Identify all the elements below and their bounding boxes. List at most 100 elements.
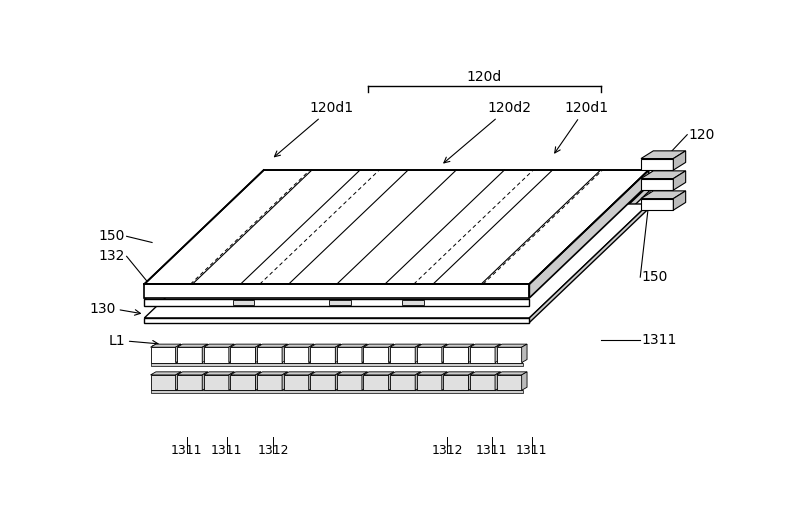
Polygon shape	[417, 372, 447, 375]
Text: 150: 150	[98, 229, 125, 243]
Polygon shape	[204, 347, 229, 363]
Polygon shape	[530, 204, 649, 322]
Polygon shape	[230, 344, 261, 347]
Polygon shape	[337, 347, 362, 363]
Polygon shape	[363, 347, 389, 363]
Polygon shape	[175, 372, 181, 390]
Polygon shape	[230, 375, 255, 390]
Polygon shape	[674, 191, 686, 210]
Polygon shape	[310, 347, 335, 363]
Polygon shape	[362, 372, 367, 390]
Polygon shape	[309, 372, 314, 390]
Polygon shape	[175, 344, 181, 363]
Polygon shape	[470, 344, 501, 347]
Polygon shape	[641, 198, 674, 210]
Polygon shape	[150, 347, 175, 363]
Text: 1311: 1311	[641, 333, 676, 347]
Polygon shape	[530, 186, 649, 305]
Polygon shape	[470, 347, 495, 363]
Polygon shape	[229, 344, 234, 363]
Text: L1: L1	[109, 334, 125, 348]
Polygon shape	[144, 170, 649, 284]
Polygon shape	[282, 372, 287, 390]
Polygon shape	[335, 344, 341, 363]
Text: 120: 120	[689, 128, 715, 142]
Polygon shape	[282, 344, 287, 363]
Text: 1311: 1311	[171, 444, 202, 456]
Polygon shape	[390, 347, 415, 363]
Polygon shape	[442, 372, 447, 390]
Polygon shape	[415, 344, 421, 363]
Polygon shape	[497, 344, 527, 347]
Polygon shape	[389, 344, 394, 363]
Polygon shape	[144, 318, 530, 322]
Polygon shape	[417, 375, 442, 390]
Polygon shape	[150, 344, 181, 347]
Polygon shape	[284, 347, 309, 363]
Polygon shape	[144, 300, 530, 305]
Polygon shape	[497, 372, 527, 375]
Polygon shape	[390, 344, 421, 347]
Polygon shape	[641, 151, 686, 159]
Polygon shape	[335, 372, 341, 390]
Polygon shape	[470, 375, 495, 390]
Text: 1312: 1312	[431, 444, 462, 456]
Polygon shape	[202, 372, 208, 390]
Polygon shape	[469, 344, 474, 363]
Polygon shape	[641, 159, 674, 170]
Polygon shape	[202, 344, 208, 363]
Text: 132: 132	[98, 250, 125, 263]
Polygon shape	[337, 344, 367, 347]
Polygon shape	[443, 375, 469, 390]
Polygon shape	[310, 372, 341, 375]
Text: 1311: 1311	[516, 444, 547, 456]
Polygon shape	[674, 151, 686, 170]
Text: 1311: 1311	[476, 444, 507, 456]
Polygon shape	[497, 375, 522, 390]
Polygon shape	[329, 300, 350, 305]
Polygon shape	[641, 191, 686, 198]
Polygon shape	[284, 372, 314, 375]
Polygon shape	[233, 300, 254, 305]
Polygon shape	[310, 344, 341, 347]
Text: 150: 150	[641, 270, 667, 284]
Polygon shape	[309, 344, 314, 363]
Polygon shape	[442, 344, 447, 363]
Polygon shape	[177, 347, 202, 363]
Polygon shape	[363, 344, 394, 347]
Polygon shape	[150, 390, 523, 393]
Text: 120d2: 120d2	[444, 101, 531, 163]
Polygon shape	[415, 372, 421, 390]
Polygon shape	[363, 375, 389, 390]
Polygon shape	[230, 372, 261, 375]
Polygon shape	[177, 372, 208, 375]
Polygon shape	[469, 372, 474, 390]
Polygon shape	[150, 375, 175, 390]
Polygon shape	[390, 372, 421, 375]
Text: 120d1: 120d1	[554, 101, 608, 153]
Polygon shape	[363, 372, 394, 375]
Polygon shape	[144, 284, 530, 298]
Polygon shape	[443, 344, 474, 347]
Polygon shape	[337, 375, 362, 390]
Polygon shape	[495, 372, 501, 390]
Polygon shape	[144, 186, 649, 300]
Polygon shape	[390, 375, 415, 390]
Polygon shape	[674, 171, 686, 190]
Polygon shape	[257, 375, 282, 390]
Polygon shape	[150, 363, 523, 365]
Polygon shape	[230, 347, 255, 363]
Polygon shape	[522, 372, 527, 390]
Polygon shape	[284, 344, 314, 347]
Polygon shape	[522, 344, 527, 363]
Polygon shape	[641, 179, 674, 190]
Polygon shape	[255, 344, 261, 363]
Text: 1311: 1311	[211, 444, 242, 456]
Polygon shape	[402, 300, 424, 305]
Text: 130: 130	[90, 303, 116, 317]
Polygon shape	[641, 171, 686, 179]
Polygon shape	[284, 375, 309, 390]
Polygon shape	[177, 344, 208, 347]
Polygon shape	[443, 347, 469, 363]
Polygon shape	[257, 344, 287, 347]
